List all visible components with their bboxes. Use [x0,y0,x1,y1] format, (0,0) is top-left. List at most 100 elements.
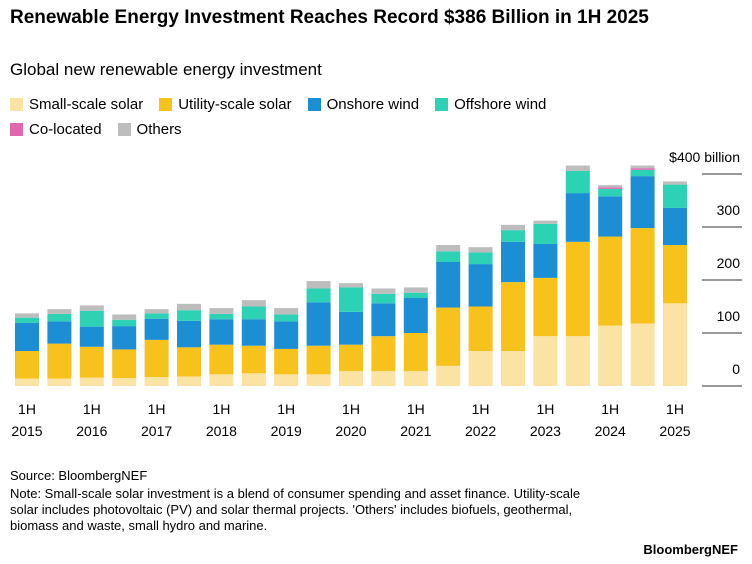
bar-segment [47,378,72,386]
bar-segment [306,302,331,346]
legend-label: Utility-scale solar [178,96,292,113]
bar-segment [339,344,363,372]
bar-segment [436,251,461,262]
bar-segment [144,313,169,319]
bar-segment [565,193,590,242]
bar-segment [47,313,72,322]
bar-segment [177,376,201,386]
bar-segment [663,245,687,304]
bar-segment [144,376,169,386]
bar-segment [436,261,461,308]
legend-swatch [435,98,449,111]
bar-segment [209,344,234,375]
bar-segment [79,310,104,327]
bar-segment [533,220,558,224]
bar-segment [663,303,687,386]
source: Source: BloombergNEF [10,468,148,483]
bar-segment [403,333,428,372]
bar-segment [598,188,623,197]
bar-segment [274,348,299,375]
bar-segment [15,378,39,386]
legend-item: Onshore wind [307,96,420,113]
bar-segment [177,310,201,321]
bar-segment [598,196,623,237]
bar-segment [241,373,266,386]
bar-segment [468,306,493,352]
bar-segment [630,323,655,386]
bar-segment [209,313,234,320]
bar-segment [144,309,169,314]
bar-segment [112,378,137,386]
legend-label: Small-scale solar [29,96,144,113]
bar-segment [468,351,493,386]
bar-segment [565,241,590,337]
bar-segment [501,282,525,352]
bar-segment [274,308,299,315]
legend-label: Co-located [29,121,102,138]
y-tick-label: $400 billion [669,149,740,165]
bar-segment [371,293,396,304]
bar-segment [339,287,363,312]
legend-swatch [117,123,131,136]
bar-segment [630,168,655,170]
y-tick-label: 0 [732,361,740,377]
bar-segment [565,170,590,194]
bar-segment [47,309,72,314]
bar-segment [112,319,137,327]
bar-segment [79,346,104,378]
legend-item: Offshore wind [435,96,546,113]
bar-segment [436,245,461,252]
bar-segment [306,288,331,303]
legend-item: Others [117,121,182,138]
x-tick-label: 1H 2021 [400,401,432,439]
bar-segment [403,292,428,299]
bar-segment [15,351,39,379]
bar-segment [371,336,396,372]
bar-segment [565,165,590,171]
legend-label: Offshore wind [454,96,547,113]
legend-item: Small-scale solar [10,96,143,113]
bar-segment [274,321,299,349]
bar-segment [598,187,623,189]
y-tick-label: 100 [716,308,740,324]
bar-segment [533,243,558,278]
bar-segment [598,325,623,386]
bar-segment [339,311,363,345]
bar-segment [144,339,169,377]
bar-segment [371,288,396,294]
x-tick-label: 1H 2023 [529,401,561,439]
legend-label: Onshore wind [326,96,420,113]
x-tick-label: 1H 2022 [465,401,497,439]
y-tick-label: 300 [716,202,740,218]
bar-segment [241,300,266,307]
bar-segment [79,326,104,347]
legend-swatch [10,98,23,111]
bar-segment [209,308,234,314]
bar-segment [403,371,428,386]
chart-subtitle: Global new renewable energy investment [10,60,322,79]
bar-segment [436,307,461,366]
bar-segment [177,347,201,377]
x-tick-label: 1H 2018 [205,401,237,439]
bar-segment [15,317,39,323]
legend-label: Others [136,121,182,138]
bar-segment [501,230,525,242]
bar-segment [533,336,558,386]
bar-segment [177,320,201,348]
bar-segment [241,345,266,374]
x-tick-label: 1H 2015 [11,401,43,439]
bar-segment [144,318,169,340]
bar-segment [15,313,39,318]
x-tick-label: 1H 2020 [335,401,367,439]
bar-segment [79,377,104,386]
legend-swatch [10,123,23,136]
bar-segment [630,228,655,324]
x-tick-label: 1H 2025 [659,401,691,439]
bar-segment [274,374,299,386]
chart-title: Renewable Energy Investment Reaches Reco… [10,7,649,28]
bar-segment [306,281,331,289]
bar-segment [274,314,299,322]
bar-segment [565,336,590,386]
